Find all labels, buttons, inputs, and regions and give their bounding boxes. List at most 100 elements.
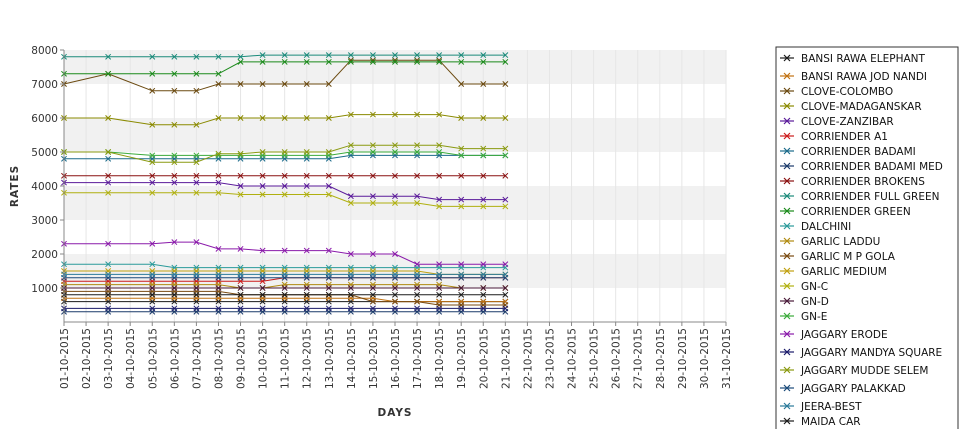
data-point bbox=[237, 285, 244, 291]
legend-item: CORRIENDER A1 bbox=[780, 131, 888, 143]
y-axis-tick-labels: 1000 2000 3000 4000 5000 6000 7000 8000 bbox=[31, 45, 64, 295]
data-point bbox=[369, 291, 376, 298]
data-point bbox=[105, 149, 112, 155]
data-point bbox=[458, 81, 465, 87]
data-point bbox=[215, 115, 222, 121]
data-point bbox=[436, 203, 443, 210]
data-point bbox=[193, 189, 200, 196]
data-point bbox=[414, 58, 421, 65]
legend-item: CORRIENDER BADAMI MED bbox=[780, 161, 943, 173]
data-point bbox=[171, 70, 178, 77]
series-layer bbox=[61, 52, 509, 315]
x-tick-label: 29-10-2015 bbox=[677, 328, 689, 389]
data-point bbox=[193, 291, 200, 298]
series-corriender-green bbox=[61, 58, 509, 77]
data-point bbox=[105, 53, 112, 60]
data-point bbox=[149, 240, 156, 247]
data-point bbox=[171, 305, 178, 312]
data-point bbox=[347, 305, 354, 312]
data-point bbox=[259, 271, 266, 278]
data-point bbox=[480, 291, 487, 298]
data-point bbox=[149, 172, 156, 179]
legend-label: CORRIENDER BADAMI bbox=[801, 146, 916, 158]
data-point bbox=[502, 152, 509, 159]
series-clove-madaganskar bbox=[61, 111, 509, 128]
data-point bbox=[281, 58, 288, 65]
data-point bbox=[502, 261, 509, 268]
data-point bbox=[259, 285, 266, 291]
legend-item: DALCHINI bbox=[780, 221, 851, 233]
data-point bbox=[392, 291, 398, 298]
legend-item: GN-D bbox=[780, 296, 829, 308]
legend-marker bbox=[783, 87, 791, 95]
data-point bbox=[281, 191, 288, 198]
data-point bbox=[480, 261, 487, 268]
data-point bbox=[325, 285, 332, 291]
data-point bbox=[502, 145, 509, 152]
data-point bbox=[480, 285, 487, 291]
legend-marker bbox=[783, 207, 791, 215]
legend-marker bbox=[783, 237, 791, 245]
series-jaggary-mudde-selem bbox=[61, 142, 509, 166]
data-point bbox=[171, 87, 178, 94]
data-point bbox=[105, 285, 112, 291]
data-point bbox=[105, 291, 112, 298]
data-point bbox=[237, 58, 244, 65]
data-point bbox=[436, 172, 443, 179]
series-gn-d bbox=[61, 285, 509, 291]
legend-label: JEERA-BEST bbox=[800, 401, 862, 413]
data-point bbox=[369, 172, 376, 179]
legend-label: GN-E bbox=[801, 311, 827, 323]
data-point bbox=[303, 285, 310, 291]
y-tick-label: 2000 bbox=[31, 249, 58, 261]
data-point bbox=[303, 305, 310, 312]
data-point bbox=[458, 261, 465, 268]
data-point bbox=[259, 115, 266, 121]
data-point bbox=[480, 172, 487, 179]
y-tick-label: 6000 bbox=[31, 113, 58, 125]
data-point bbox=[281, 285, 288, 291]
data-point bbox=[259, 52, 266, 59]
data-point bbox=[480, 81, 487, 87]
data-point bbox=[237, 183, 244, 189]
data-point bbox=[237, 305, 244, 312]
legend-item: CLOVE-ZANZIBAR bbox=[780, 116, 894, 128]
data-point bbox=[325, 81, 332, 87]
data-point bbox=[325, 183, 332, 189]
x-tick-label: 11-10-2015 bbox=[280, 328, 292, 389]
data-point bbox=[392, 200, 398, 206]
data-point bbox=[458, 203, 465, 210]
legend-item: CORRIENDER FULL GREEN bbox=[780, 191, 939, 203]
data-point bbox=[392, 193, 398, 200]
data-point bbox=[458, 52, 465, 59]
data-point bbox=[149, 291, 156, 298]
data-point bbox=[193, 70, 200, 77]
data-point bbox=[347, 251, 354, 257]
data-point bbox=[105, 172, 112, 179]
data-point bbox=[502, 58, 509, 65]
data-point bbox=[458, 152, 465, 159]
data-point bbox=[171, 271, 178, 278]
data-point bbox=[414, 271, 421, 278]
data-point bbox=[325, 271, 332, 278]
data-point bbox=[414, 111, 421, 118]
data-point bbox=[215, 189, 222, 196]
legend-item: GARLIC LADDU bbox=[780, 236, 880, 248]
legend-item: JAGGARY MUDDE SELEM bbox=[780, 365, 928, 377]
data-point bbox=[347, 285, 354, 291]
data-point bbox=[414, 193, 421, 200]
data-point bbox=[436, 285, 443, 291]
x-tick-label: 15-10-2015 bbox=[368, 328, 380, 389]
data-point bbox=[193, 271, 200, 278]
data-point bbox=[237, 172, 244, 179]
data-point bbox=[347, 291, 354, 298]
data-point bbox=[149, 152, 156, 159]
data-point bbox=[458, 196, 465, 203]
data-point bbox=[436, 305, 443, 312]
data-point bbox=[480, 52, 487, 59]
data-point bbox=[215, 291, 222, 298]
data-point bbox=[436, 149, 443, 155]
legend-label: GARLIC MEDIUM bbox=[801, 266, 887, 278]
data-point bbox=[436, 52, 443, 59]
data-point bbox=[480, 115, 487, 121]
